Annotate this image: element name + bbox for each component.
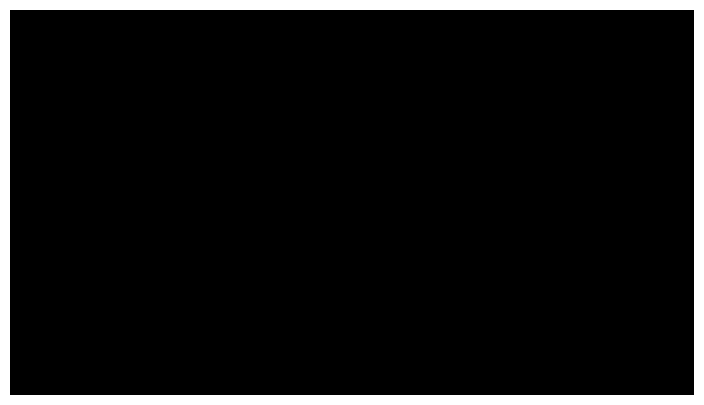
word-cloud (10, 10, 694, 395)
